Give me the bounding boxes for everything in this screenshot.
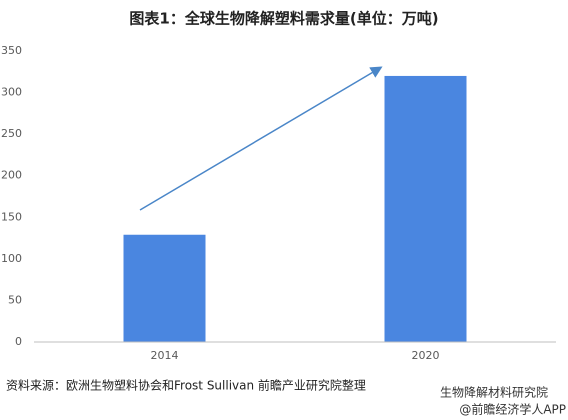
bar — [384, 75, 467, 342]
y-tick-label: 50 — [8, 293, 22, 306]
y-tick-label: 0 — [15, 335, 22, 348]
watermark: 生物降解材料研究院 — [440, 385, 548, 400]
y-tick-label: 100 — [1, 252, 22, 265]
y-tick-label: 200 — [1, 169, 22, 182]
y-tick-label: 250 — [1, 127, 22, 140]
chart-title: 图表1：全球生物降解塑料需求量(单位：万吨) — [129, 10, 438, 28]
watermark: @前瞻经济学人APP — [459, 402, 566, 417]
x-tick-label: 2014 — [151, 349, 179, 362]
y-tick-label: 350 — [1, 44, 22, 57]
trend-arrow — [139, 66, 383, 211]
bar — [123, 234, 206, 342]
source-note: 资料来源：欧洲生物塑料协会和Frost Sullivan 前瞻产业研究院整理 — [6, 378, 366, 393]
y-tick-label: 150 — [1, 210, 22, 223]
x-tick-label: 2020 — [412, 349, 440, 362]
y-tick-label: 300 — [1, 86, 22, 99]
